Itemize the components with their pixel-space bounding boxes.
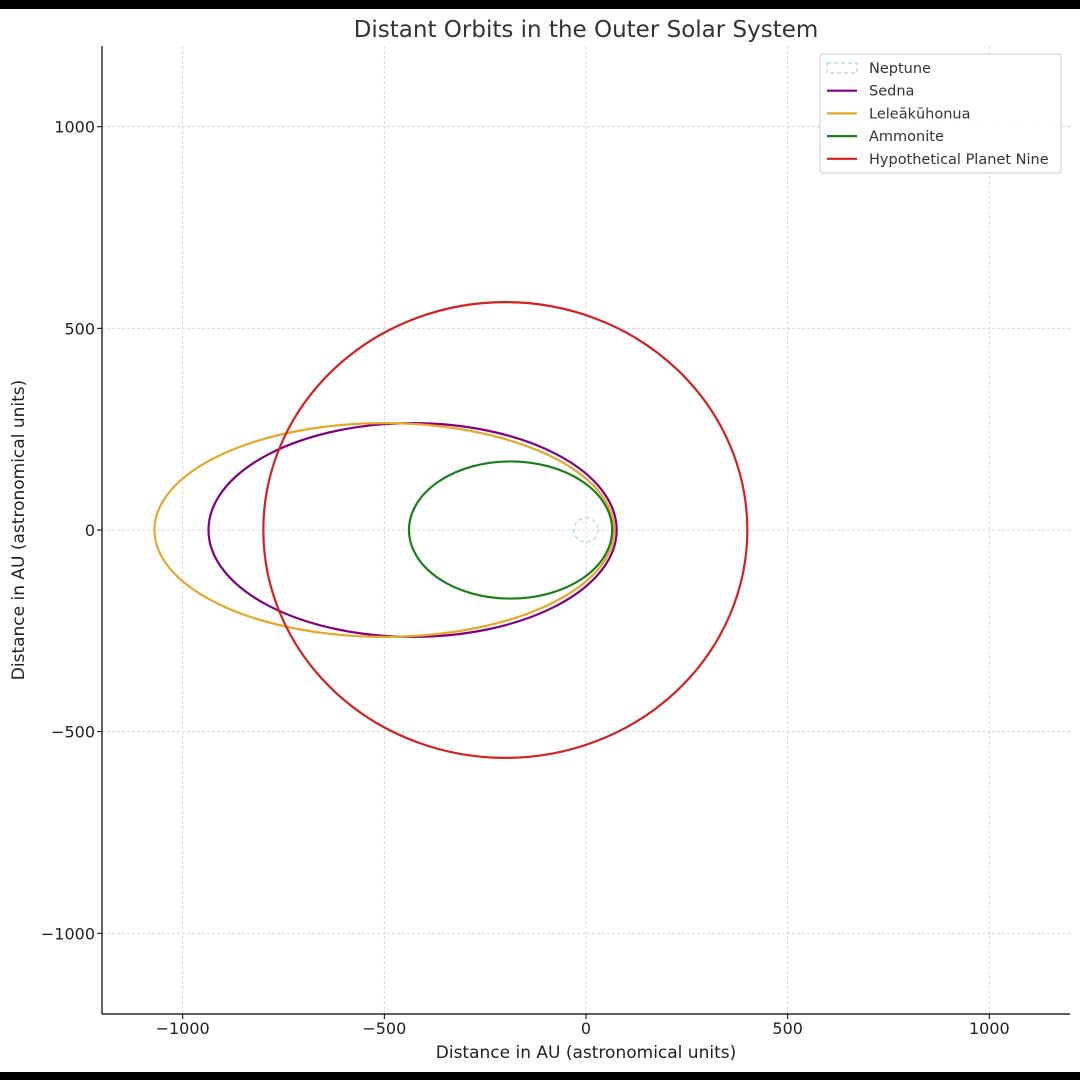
y-tick-label: −500 (51, 723, 95, 742)
legend-label-sedna: Sedna (869, 84, 914, 100)
y-tick-label: 0 (85, 521, 95, 540)
bottom-frame-bar (0, 1072, 1080, 1080)
y-tick-label: 1000 (54, 118, 95, 137)
x-axis-label: Distance in AU (astronomical units) (436, 1043, 736, 1063)
legend-label-neptune: Neptune (869, 61, 931, 77)
ticks: −1000 −500 0 500 1000 −1000 −500 0 500 1000 (41, 118, 1010, 1038)
legend-label-leleakuhonua: Leleākūhonua (869, 106, 971, 122)
y-tick-label: −1000 (41, 924, 95, 943)
neptune-orbit (573, 517, 599, 543)
legend-label-hypothetical-planet-nine: Hypothetical Planet Nine (869, 152, 1049, 168)
ammonite-orbit (407, 460, 614, 600)
leleakuhonua-orbit (153, 422, 616, 638)
grid (102, 46, 1070, 1014)
hypothetical-planet-nine-orbit (262, 301, 749, 759)
legend: Neptune Sedna Leleākūhonua Ammonite Hypothet… (819, 53, 1062, 174)
x-tick-label: −500 (362, 1019, 406, 1038)
orbits (153, 301, 749, 759)
legend-label-ammonite: Ammonite (869, 129, 944, 145)
legend-swatch-neptune (826, 62, 858, 74)
x-tick-label: 500 (772, 1019, 803, 1038)
x-tick-label: 1000 (969, 1019, 1010, 1038)
top-frame-bar (0, 0, 1080, 9)
y-tick-label: 500 (64, 319, 95, 338)
legend-box (819, 53, 1062, 174)
x-tick-label: −1000 (156, 1019, 210, 1038)
y-axis-label: Distance in AU (astronomical units) (9, 380, 29, 680)
chart-title: Distant Orbits in the Outer Solar System (354, 17, 819, 43)
x-tick-label: 0 (581, 1019, 591, 1038)
